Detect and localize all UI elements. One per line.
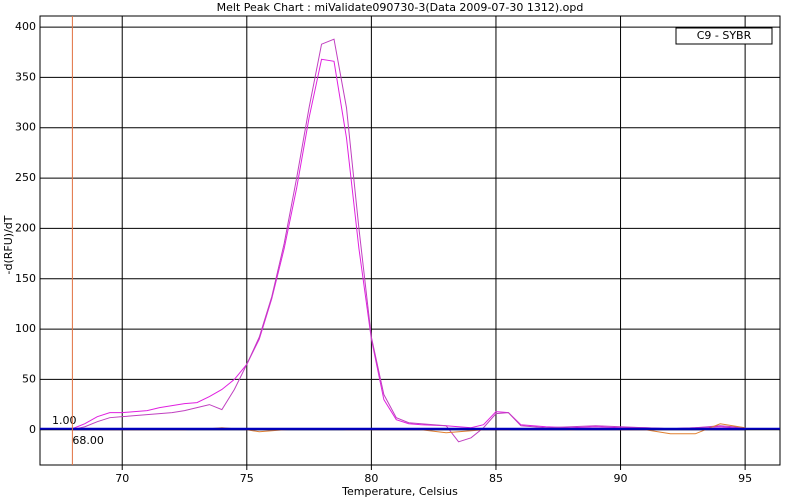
y-tick-label: 150: [15, 272, 36, 285]
plot-area: [39, 15, 781, 466]
legend-box: [675, 27, 773, 45]
y-tick-label: 50: [22, 372, 36, 385]
x-tick-label: 75: [240, 472, 254, 485]
y-tick-label: 350: [15, 70, 36, 83]
y-tick-label: 100: [15, 322, 36, 335]
x-tick-label: 95: [738, 472, 752, 485]
legend-label: C9 - SYBR: [697, 29, 752, 42]
x-tick-label: 80: [364, 472, 378, 485]
y-tick-label: 200: [15, 221, 36, 234]
y-tick-label: 250: [15, 171, 36, 184]
y-tick-label: 400: [15, 20, 36, 33]
x-tick-label: 85: [489, 472, 503, 485]
x-tick-label: 90: [614, 472, 628, 485]
threshold-label: 1.00: [52, 414, 77, 427]
x-tick-label: 70: [115, 472, 129, 485]
y-axis-label: -d(RFU)/dT: [2, 215, 15, 274]
y-tick-label: 0: [29, 423, 36, 436]
series-line: [72, 38, 746, 443]
marker-label: 68.00: [72, 434, 104, 447]
y-tick-label: 300: [15, 121, 36, 134]
x-axis-label: Temperature, Celsius: [341, 485, 458, 498]
chart-title: Melt Peak Chart : miValidate090730-3(Dat…: [217, 1, 584, 14]
